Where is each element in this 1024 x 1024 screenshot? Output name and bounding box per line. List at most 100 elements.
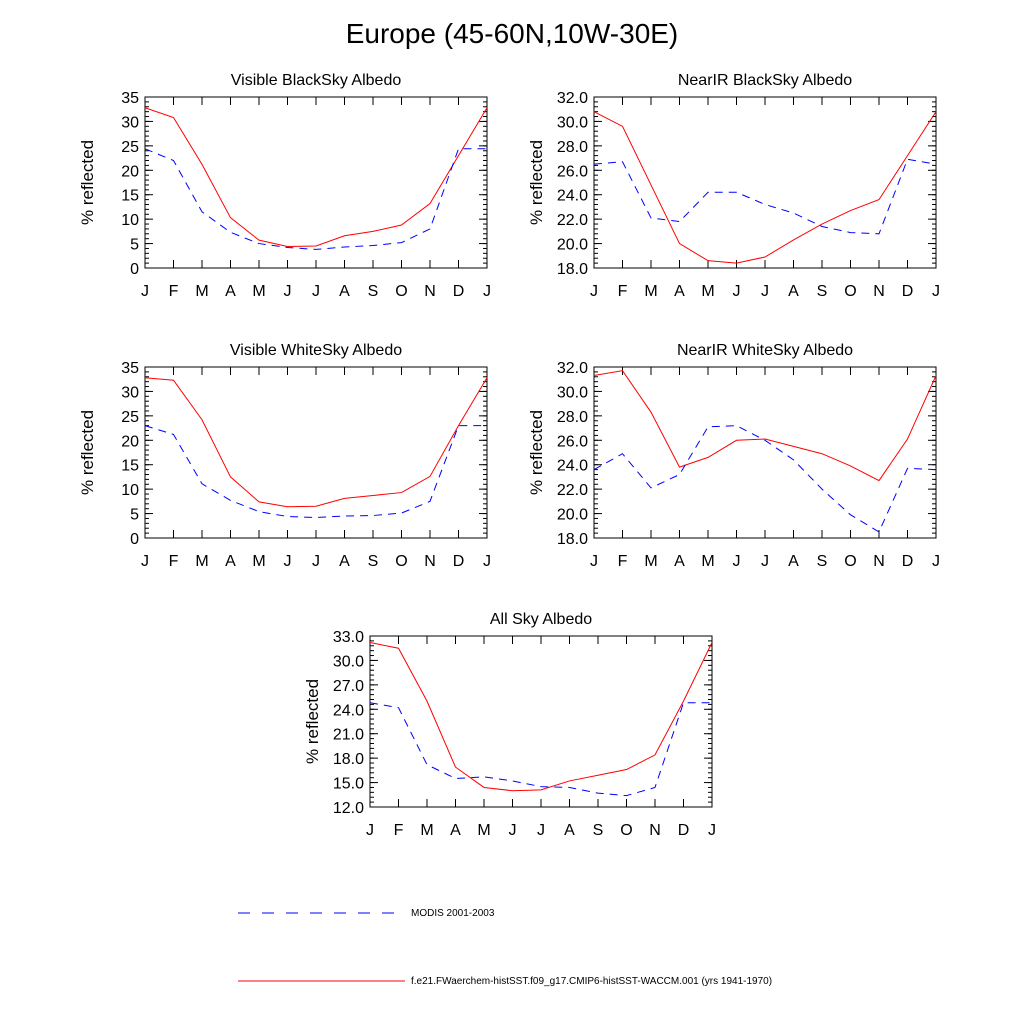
series-line-model bbox=[144, 107, 488, 248]
x-tick-label: D bbox=[678, 822, 690, 839]
x-tick-label: J bbox=[483, 283, 491, 300]
y-tick-label: 10 bbox=[121, 212, 139, 229]
x-tick-label: M bbox=[644, 283, 657, 300]
x-tick-label: A bbox=[674, 553, 685, 570]
chart-title: NearIR BlackSky Albedo bbox=[678, 72, 852, 89]
x-tick-label: J bbox=[761, 553, 769, 570]
y-tick-label: 26.0 bbox=[557, 163, 588, 180]
y-tick-label: 22.0 bbox=[557, 212, 588, 229]
y-tick-label: 24.0 bbox=[557, 188, 588, 205]
y-tick-label: 24.0 bbox=[333, 702, 364, 719]
y-tick-label: 18.0 bbox=[557, 531, 588, 548]
x-tick-label: J bbox=[590, 283, 598, 300]
page-title: Europe (45-60N,10W-30E) bbox=[345, 18, 679, 49]
y-axis-label: % reflected bbox=[78, 410, 97, 495]
series-line-modis bbox=[144, 425, 487, 518]
series-line-modis bbox=[593, 425, 937, 533]
chart-title: NearIR WhiteSky Albedo bbox=[677, 342, 853, 359]
x-tick-label: J bbox=[141, 553, 149, 570]
x-tick-label: A bbox=[225, 283, 236, 300]
x-tick-label: J bbox=[312, 283, 320, 300]
x-tick-label: J bbox=[932, 553, 940, 570]
y-tick-label: 24.0 bbox=[557, 458, 588, 475]
series-line-modis bbox=[369, 702, 712, 797]
y-tick-label: 22.0 bbox=[557, 482, 588, 499]
x-tick-label: F bbox=[618, 283, 628, 300]
y-tick-label: 21.0 bbox=[333, 727, 364, 744]
y-tick-label: 18.0 bbox=[557, 261, 588, 278]
y-tick-label: 28.0 bbox=[557, 139, 588, 156]
legend-label-model: f.e21.FWaerchem-histSST.f09_g17.CMIP6-hi… bbox=[411, 976, 772, 987]
series-line-model bbox=[144, 377, 488, 508]
x-tick-label: M bbox=[701, 283, 714, 300]
x-tick-label: O bbox=[395, 553, 407, 570]
chart-title: All Sky Albedo bbox=[490, 611, 592, 628]
y-tick-label: 35 bbox=[121, 360, 139, 377]
x-tick-label: M bbox=[477, 822, 490, 839]
y-tick-label: 30 bbox=[121, 384, 139, 401]
x-tick-label: D bbox=[902, 283, 914, 300]
x-tick-label: A bbox=[564, 822, 575, 839]
y-axis-label: % reflected bbox=[527, 140, 546, 225]
x-tick-label: S bbox=[817, 283, 828, 300]
y-tick-label: 30 bbox=[121, 114, 139, 131]
x-tick-label: M bbox=[252, 553, 265, 570]
x-tick-label: M bbox=[701, 553, 714, 570]
y-tick-label: 30.0 bbox=[557, 384, 588, 401]
y-tick-label: 18.0 bbox=[333, 751, 364, 768]
x-tick-label: O bbox=[620, 822, 632, 839]
y-tick-label: 15 bbox=[121, 458, 139, 475]
series-line-modis bbox=[593, 158, 937, 235]
x-tick-label: O bbox=[844, 553, 856, 570]
x-tick-label: S bbox=[593, 822, 604, 839]
x-tick-label: J bbox=[932, 283, 940, 300]
x-tick-label: O bbox=[395, 283, 407, 300]
x-tick-label: D bbox=[453, 283, 465, 300]
x-tick-label: N bbox=[424, 283, 436, 300]
y-tick-label: 35 bbox=[121, 90, 139, 107]
x-tick-label: J bbox=[537, 822, 545, 839]
x-tick-label: A bbox=[450, 822, 461, 839]
x-tick-label: A bbox=[674, 283, 685, 300]
x-tick-label: N bbox=[424, 553, 436, 570]
x-tick-label: A bbox=[788, 553, 799, 570]
x-tick-label: F bbox=[169, 283, 179, 300]
y-tick-label: 0 bbox=[130, 531, 139, 548]
x-tick-label: S bbox=[817, 553, 828, 570]
y-tick-label: 25 bbox=[121, 409, 139, 426]
y-tick-label: 30.0 bbox=[557, 114, 588, 131]
y-tick-label: 0 bbox=[130, 261, 139, 278]
y-axis-label: % reflected bbox=[303, 679, 322, 764]
y-axis-label: % reflected bbox=[527, 410, 546, 495]
y-axis-label: % reflected bbox=[78, 140, 97, 225]
x-tick-label: D bbox=[902, 553, 914, 570]
x-tick-label: F bbox=[394, 822, 404, 839]
x-tick-label: J bbox=[509, 822, 517, 839]
x-tick-label: F bbox=[169, 553, 179, 570]
y-tick-label: 5 bbox=[130, 507, 139, 524]
y-tick-label: 20 bbox=[121, 433, 139, 450]
x-tick-label: J bbox=[708, 822, 716, 839]
y-tick-label: 27.0 bbox=[333, 678, 364, 695]
series-line-model bbox=[593, 111, 937, 264]
x-tick-label: A bbox=[225, 553, 236, 570]
y-tick-label: 26.0 bbox=[557, 433, 588, 450]
y-tick-label: 20 bbox=[121, 163, 139, 180]
y-tick-label: 15.0 bbox=[333, 776, 364, 793]
y-tick-label: 33.0 bbox=[333, 629, 364, 646]
x-tick-label: A bbox=[339, 553, 350, 570]
x-tick-label: O bbox=[844, 283, 856, 300]
y-tick-label: 32.0 bbox=[557, 90, 588, 107]
x-tick-label: J bbox=[733, 283, 741, 300]
y-tick-label: 10 bbox=[121, 482, 139, 499]
y-tick-label: 30.0 bbox=[333, 653, 364, 670]
x-tick-label: J bbox=[483, 553, 491, 570]
series-line-model bbox=[369, 642, 713, 792]
x-tick-label: S bbox=[368, 283, 379, 300]
x-tick-label: S bbox=[368, 553, 379, 570]
x-tick-label: M bbox=[420, 822, 433, 839]
